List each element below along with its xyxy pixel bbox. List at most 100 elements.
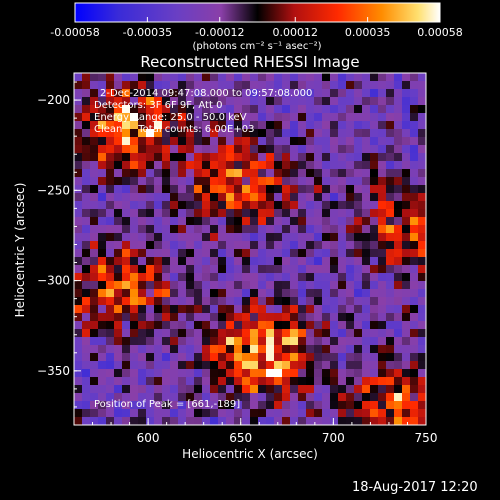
heatmap-cell bbox=[266, 369, 275, 378]
heatmap-cell bbox=[386, 161, 395, 170]
x-tick-label: 600 bbox=[137, 431, 160, 445]
heatmap-cell bbox=[338, 257, 347, 266]
heatmap-cell bbox=[90, 273, 99, 282]
heatmap-cell bbox=[338, 217, 347, 226]
heatmap-cell bbox=[226, 289, 235, 298]
heatmap-cell bbox=[346, 145, 355, 154]
heatmap-cell bbox=[178, 393, 187, 402]
heatmap-cell bbox=[226, 361, 235, 370]
heatmap-cell bbox=[378, 137, 387, 146]
heatmap-cell bbox=[130, 105, 139, 114]
heatmap-cell bbox=[210, 385, 219, 394]
heatmap-cell bbox=[178, 257, 187, 266]
heatmap-cell bbox=[138, 105, 147, 114]
heatmap-cell bbox=[274, 121, 283, 130]
heatmap-cell bbox=[178, 73, 187, 82]
heatmap-cell bbox=[234, 377, 243, 386]
heatmap-cell bbox=[250, 153, 259, 162]
heatmap-cell bbox=[386, 233, 395, 242]
heatmap-cell bbox=[306, 97, 315, 106]
heatmap-cell bbox=[282, 241, 291, 250]
heatmap-cell bbox=[138, 265, 147, 274]
heatmap-cell bbox=[370, 153, 379, 162]
heatmap-cell bbox=[106, 321, 115, 330]
heatmap-cell bbox=[242, 409, 251, 418]
heatmap-cell bbox=[74, 161, 83, 170]
heatmap-cell bbox=[410, 201, 419, 210]
heatmap-cell bbox=[386, 313, 395, 322]
heatmap-cell bbox=[130, 241, 139, 250]
heatmap-cell bbox=[130, 193, 139, 202]
y-axis-label: Heliocentric Y (arcsec) bbox=[13, 183, 27, 318]
heatmap-cell bbox=[114, 401, 123, 410]
heatmap-cell bbox=[402, 209, 411, 218]
heatmap-cell bbox=[386, 401, 395, 410]
heatmap-cell bbox=[298, 233, 307, 242]
heatmap-cell bbox=[290, 161, 299, 170]
heatmap-cell bbox=[186, 121, 195, 130]
heatmap-cell bbox=[330, 217, 339, 226]
heatmap-cell bbox=[410, 225, 419, 234]
heatmap-cell bbox=[306, 353, 315, 362]
heatmap-cell bbox=[90, 329, 99, 338]
heatmap-cell bbox=[274, 105, 283, 114]
heatmap-cell bbox=[130, 145, 139, 154]
heatmap-cell bbox=[298, 417, 307, 426]
heatmap-cell bbox=[322, 409, 331, 418]
heatmap-cell bbox=[410, 81, 419, 90]
heatmap-cell bbox=[266, 377, 275, 386]
heatmap-cell bbox=[146, 217, 155, 226]
heatmap-cell bbox=[186, 241, 195, 250]
heatmap-cell bbox=[394, 393, 403, 402]
heatmap-cell bbox=[250, 185, 259, 194]
heatmap-cell bbox=[90, 289, 99, 298]
heatmap-cell bbox=[410, 113, 419, 122]
heatmap-cell bbox=[290, 233, 299, 242]
heatmap-cell bbox=[402, 417, 411, 426]
heatmap-cell bbox=[242, 201, 251, 210]
heatmap-cell bbox=[402, 345, 411, 354]
heatmap-cell bbox=[378, 393, 387, 402]
heatmap-cell bbox=[202, 369, 211, 378]
heatmap-cell bbox=[362, 401, 371, 410]
heatmap-cell bbox=[226, 257, 235, 266]
heatmap-cell bbox=[194, 265, 203, 274]
heatmap-cell bbox=[210, 265, 219, 274]
heatmap-cell bbox=[410, 401, 419, 410]
heatmap-cell bbox=[322, 369, 331, 378]
heatmap-cell bbox=[242, 257, 251, 266]
heatmap-cell bbox=[298, 193, 307, 202]
heatmap-cell bbox=[186, 137, 195, 146]
heatmap-cell bbox=[114, 129, 123, 138]
heatmap-cell bbox=[298, 321, 307, 330]
heatmap-cell bbox=[258, 177, 267, 186]
heatmap-cell bbox=[130, 209, 139, 218]
heatmap-cell bbox=[274, 169, 283, 178]
colorbar bbox=[74, 2, 441, 23]
heatmap-cell bbox=[386, 385, 395, 394]
heatmap-cell bbox=[242, 313, 251, 322]
heatmap-cell bbox=[314, 401, 323, 410]
heatmap-cell bbox=[186, 337, 195, 346]
heatmap-cell bbox=[258, 329, 267, 338]
heatmap-cell bbox=[186, 97, 195, 106]
heatmap-cell bbox=[138, 145, 147, 154]
heatmap-cell bbox=[290, 185, 299, 194]
heatmap-cell bbox=[170, 129, 179, 138]
heatmap-cell bbox=[74, 145, 83, 154]
heatmap-cell bbox=[186, 201, 195, 210]
heatmap-cell bbox=[226, 105, 235, 114]
heatmap-cell bbox=[258, 113, 267, 122]
heatmap-cell bbox=[162, 273, 171, 282]
heatmap-cell bbox=[346, 105, 355, 114]
heatmap-cell bbox=[194, 217, 203, 226]
heatmap-cell bbox=[106, 137, 115, 146]
heatmap-cell bbox=[274, 401, 283, 410]
heatmap-cell bbox=[322, 121, 331, 130]
heatmap-cell bbox=[146, 89, 155, 98]
heatmap-cell bbox=[282, 201, 291, 210]
heatmap-cell bbox=[418, 361, 427, 370]
annotation-block: 2-Dec-2014 09:47:08.000 to 09:57:08.000 … bbox=[94, 88, 312, 410]
heatmap-cell bbox=[146, 289, 155, 298]
heatmap-cell bbox=[266, 161, 275, 170]
